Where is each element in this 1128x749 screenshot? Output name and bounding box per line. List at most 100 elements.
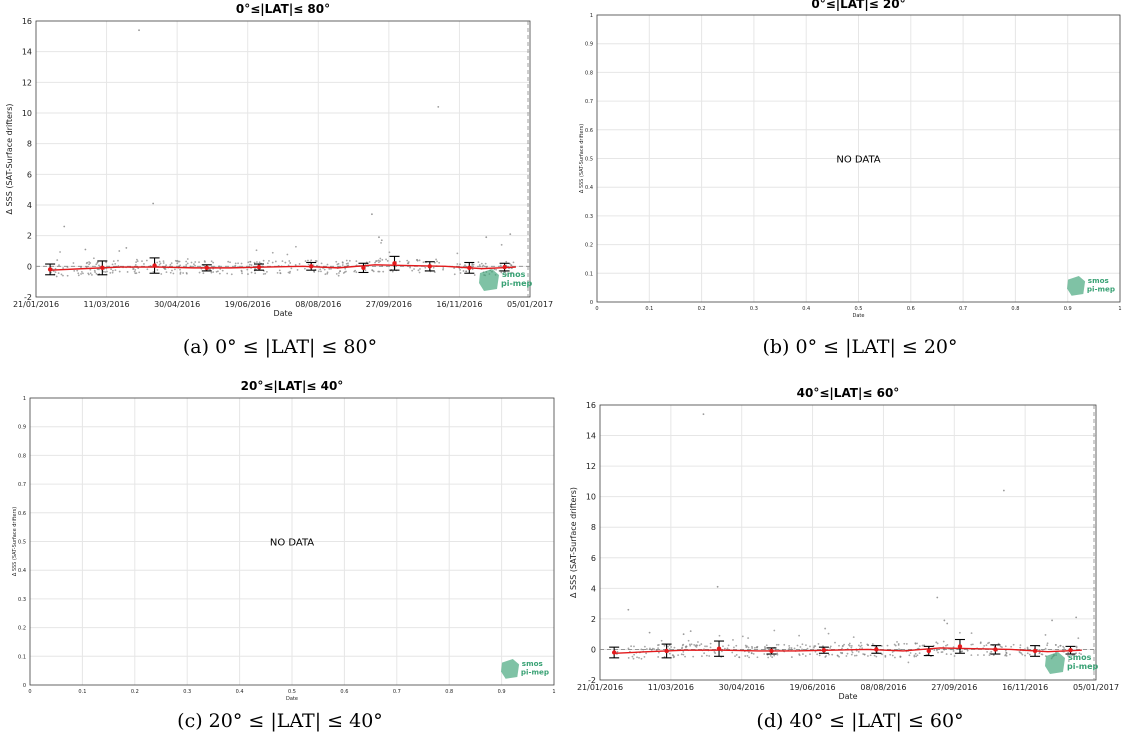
scatter-point bbox=[1044, 647, 1047, 650]
scatter-point bbox=[720, 650, 723, 653]
logo-text-pimep: pi-mep bbox=[501, 279, 533, 288]
scatter-point bbox=[950, 653, 952, 656]
scatter-point bbox=[91, 274, 93, 276]
scatter-point bbox=[976, 654, 979, 656]
scatter-point bbox=[347, 262, 349, 265]
scatter-point bbox=[764, 646, 766, 648]
scatter-point bbox=[687, 639, 690, 642]
scatter-point bbox=[829, 647, 831, 649]
scatter-point bbox=[632, 657, 635, 660]
mean-line bbox=[614, 647, 1082, 654]
scatter-point bbox=[970, 632, 973, 635]
scatter-point bbox=[693, 643, 696, 646]
scatter-point bbox=[66, 266, 69, 269]
scatter-point bbox=[848, 642, 851, 645]
scatter-point bbox=[750, 652, 753, 655]
scatter-point bbox=[424, 266, 427, 269]
scatter-point bbox=[296, 269, 299, 271]
scatter-point bbox=[763, 653, 766, 655]
scatter-point bbox=[93, 269, 96, 272]
error-bar bbox=[424, 261, 435, 272]
outlier-point bbox=[125, 247, 128, 249]
scatter-point bbox=[335, 272, 338, 275]
scatter-point bbox=[179, 272, 182, 275]
scatter-point bbox=[1019, 646, 1022, 649]
scatter-point bbox=[668, 648, 671, 650]
x-tick-label: 27/09/2016 bbox=[366, 300, 412, 309]
scatter-point bbox=[756, 656, 759, 659]
chart-title: 0°≤|LAT|≤ 20° bbox=[811, 0, 905, 11]
scatter-point bbox=[828, 653, 830, 656]
error-bar-mean-point bbox=[100, 265, 105, 271]
y-tick-label: 10 bbox=[586, 493, 596, 502]
scatter-point bbox=[869, 654, 872, 657]
error-bar-mean-point bbox=[361, 265, 366, 271]
x-tick-label: 19/06/2016 bbox=[790, 683, 836, 692]
scatter-point bbox=[62, 267, 65, 269]
scatter-point bbox=[1063, 647, 1066, 649]
y-tick-label: 0.3 bbox=[18, 597, 26, 603]
scatter-point bbox=[143, 263, 145, 265]
grid-lines bbox=[599, 404, 1097, 681]
scatter-point bbox=[500, 271, 503, 274]
x-tick-label: 16/11/2016 bbox=[1002, 683, 1048, 692]
scatter-point bbox=[417, 269, 420, 272]
scatter-point bbox=[790, 648, 793, 651]
scatter-point bbox=[411, 269, 414, 272]
scatter-point bbox=[110, 268, 113, 271]
scatter-point bbox=[345, 262, 348, 265]
scatter-point bbox=[983, 644, 986, 647]
caption-d: (d) 40° ≤ |LAT| ≤ 60° bbox=[756, 710, 964, 732]
scatter-point bbox=[66, 274, 69, 277]
scatter-point bbox=[246, 268, 249, 271]
scatter-point bbox=[271, 261, 274, 264]
scatter-point bbox=[453, 273, 456, 276]
scatter-point bbox=[262, 259, 265, 262]
scatter-point bbox=[735, 644, 738, 647]
scatter-point bbox=[337, 274, 340, 277]
error-bar bbox=[954, 638, 965, 654]
scatter-point bbox=[841, 645, 844, 648]
scatter-point bbox=[418, 271, 421, 274]
scatter-point bbox=[202, 272, 205, 275]
scatter-point bbox=[193, 263, 195, 266]
scatter-point bbox=[60, 273, 63, 276]
scatter-point bbox=[268, 260, 270, 262]
scatter-point bbox=[773, 654, 776, 657]
scatter-point bbox=[241, 272, 243, 275]
scatter-point bbox=[218, 272, 221, 275]
x-tick-label: 08/08/2016 bbox=[295, 300, 341, 309]
outlier-point bbox=[648, 631, 651, 634]
scatter-point bbox=[80, 266, 82, 269]
scatter-point bbox=[913, 655, 916, 658]
x-tick-label: 08/08/2016 bbox=[860, 683, 906, 692]
scatter-point bbox=[898, 648, 900, 651]
outlier-point bbox=[509, 233, 512, 236]
x-tick-label: 0.5 bbox=[855, 306, 863, 312]
scatter-point bbox=[77, 272, 80, 275]
scatter-point bbox=[1019, 644, 1022, 647]
scatter-point bbox=[1075, 652, 1078, 655]
scatter-point bbox=[250, 264, 253, 266]
y-axis-label: Δ SSS (SAT-Surface drifters) bbox=[569, 487, 578, 598]
error-bar-mean-point bbox=[874, 647, 879, 652]
scatter-point bbox=[854, 654, 856, 657]
scatter-point bbox=[798, 634, 800, 637]
x-tick-label: 0.2 bbox=[131, 689, 139, 695]
y-tick-label: 0.2 bbox=[585, 243, 593, 249]
scatter-point bbox=[673, 646, 676, 649]
outlier-point bbox=[152, 202, 155, 205]
y-tick-label: 0.2 bbox=[18, 626, 26, 632]
scatter-point bbox=[371, 269, 374, 271]
scatter-point bbox=[406, 259, 409, 262]
scatter-point bbox=[87, 273, 90, 276]
scatter-point bbox=[790, 647, 793, 649]
scatter-point bbox=[1038, 652, 1041, 655]
error-bar bbox=[254, 263, 265, 271]
scatter-point bbox=[1009, 653, 1011, 656]
scatter-point bbox=[170, 262, 173, 265]
scatter-point bbox=[889, 653, 892, 656]
outlier-point bbox=[946, 622, 949, 625]
scatter-point bbox=[510, 264, 513, 267]
x-tick-label: 30/04/2016 bbox=[154, 300, 200, 309]
